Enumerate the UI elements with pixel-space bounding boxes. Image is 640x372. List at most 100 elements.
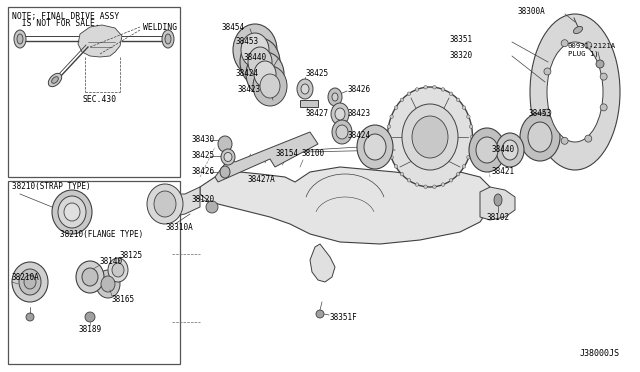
- Circle shape: [544, 68, 551, 75]
- Polygon shape: [150, 187, 200, 217]
- Polygon shape: [480, 187, 515, 220]
- Ellipse shape: [241, 33, 269, 67]
- Ellipse shape: [441, 183, 445, 186]
- Text: 38430: 38430: [192, 135, 215, 144]
- Ellipse shape: [433, 86, 436, 89]
- Text: 38100: 38100: [302, 150, 325, 158]
- Polygon shape: [200, 167, 490, 244]
- Ellipse shape: [82, 268, 98, 286]
- Ellipse shape: [467, 155, 470, 159]
- Ellipse shape: [528, 122, 552, 152]
- Text: 38426: 38426: [192, 167, 215, 176]
- Text: 38120: 38120: [192, 195, 215, 203]
- Text: 38427: 38427: [305, 109, 328, 119]
- Ellipse shape: [108, 258, 128, 282]
- Text: 38421: 38421: [492, 167, 515, 176]
- Text: 38210A: 38210A: [12, 273, 40, 282]
- Ellipse shape: [246, 52, 284, 96]
- Circle shape: [585, 42, 592, 49]
- Ellipse shape: [328, 88, 342, 106]
- Ellipse shape: [58, 196, 86, 228]
- Ellipse shape: [433, 185, 436, 189]
- Text: 38300A: 38300A: [518, 7, 546, 16]
- Ellipse shape: [415, 183, 419, 186]
- Text: 38424: 38424: [347, 131, 370, 140]
- Text: SEC.430: SEC.430: [83, 96, 117, 105]
- Circle shape: [561, 137, 568, 144]
- Ellipse shape: [400, 172, 404, 176]
- Ellipse shape: [316, 310, 324, 318]
- Ellipse shape: [573, 26, 582, 33]
- Ellipse shape: [387, 87, 472, 187]
- Text: 38210(FLANGE TYPE): 38210(FLANGE TYPE): [60, 230, 143, 238]
- Text: 38351: 38351: [449, 35, 472, 45]
- Bar: [400, 117, 460, 167]
- Ellipse shape: [332, 120, 352, 144]
- Ellipse shape: [441, 88, 445, 91]
- Text: 38210(STRAP TYPE): 38210(STRAP TYPE): [12, 183, 91, 192]
- Circle shape: [600, 104, 607, 111]
- Polygon shape: [78, 25, 122, 57]
- Text: 38424: 38424: [235, 68, 258, 77]
- Ellipse shape: [390, 115, 394, 118]
- Circle shape: [585, 135, 592, 142]
- Ellipse shape: [26, 313, 34, 321]
- Text: 38165: 38165: [112, 295, 135, 304]
- Ellipse shape: [96, 270, 120, 298]
- Ellipse shape: [17, 34, 23, 44]
- Ellipse shape: [301, 84, 309, 94]
- Ellipse shape: [596, 60, 604, 68]
- Ellipse shape: [52, 190, 92, 234]
- Ellipse shape: [64, 203, 80, 221]
- Ellipse shape: [467, 115, 470, 118]
- Text: 38125: 38125: [120, 251, 143, 260]
- Ellipse shape: [220, 166, 230, 178]
- Text: 38440: 38440: [492, 145, 515, 154]
- Text: 38423: 38423: [237, 84, 260, 93]
- Circle shape: [600, 73, 607, 80]
- Ellipse shape: [147, 184, 183, 224]
- Text: 38453: 38453: [529, 109, 552, 119]
- Ellipse shape: [206, 201, 218, 213]
- Ellipse shape: [336, 125, 348, 139]
- Circle shape: [561, 40, 568, 47]
- Ellipse shape: [24, 275, 36, 289]
- Ellipse shape: [165, 34, 171, 44]
- Ellipse shape: [412, 116, 448, 158]
- Text: PLUG 1): PLUG 1): [568, 51, 598, 57]
- Ellipse shape: [547, 42, 603, 142]
- Ellipse shape: [496, 133, 524, 167]
- Ellipse shape: [449, 92, 452, 96]
- Text: 00931-2121A: 00931-2121A: [568, 43, 616, 49]
- Ellipse shape: [470, 135, 474, 139]
- Ellipse shape: [469, 128, 505, 172]
- Ellipse shape: [456, 98, 460, 102]
- Ellipse shape: [335, 108, 345, 120]
- Ellipse shape: [357, 125, 393, 169]
- Ellipse shape: [407, 179, 411, 182]
- Ellipse shape: [240, 38, 280, 86]
- Ellipse shape: [85, 312, 95, 322]
- Ellipse shape: [154, 191, 176, 217]
- Ellipse shape: [364, 134, 386, 160]
- Ellipse shape: [254, 61, 276, 87]
- Text: 38454: 38454: [222, 22, 245, 32]
- Bar: [8, 7, 180, 177]
- Text: 38453: 38453: [235, 38, 258, 46]
- Ellipse shape: [476, 137, 498, 163]
- Ellipse shape: [49, 73, 61, 87]
- Text: 38426: 38426: [347, 84, 370, 93]
- Ellipse shape: [112, 263, 124, 277]
- Text: 38425: 38425: [305, 70, 328, 78]
- Ellipse shape: [394, 165, 398, 168]
- Ellipse shape: [76, 261, 104, 293]
- Ellipse shape: [390, 155, 394, 159]
- Text: 38154: 38154: [275, 150, 298, 158]
- Text: 38440: 38440: [244, 52, 267, 61]
- Circle shape: [544, 109, 551, 116]
- Ellipse shape: [494, 194, 502, 206]
- Ellipse shape: [332, 93, 338, 101]
- Ellipse shape: [387, 146, 390, 149]
- Ellipse shape: [331, 103, 349, 125]
- Ellipse shape: [260, 74, 280, 98]
